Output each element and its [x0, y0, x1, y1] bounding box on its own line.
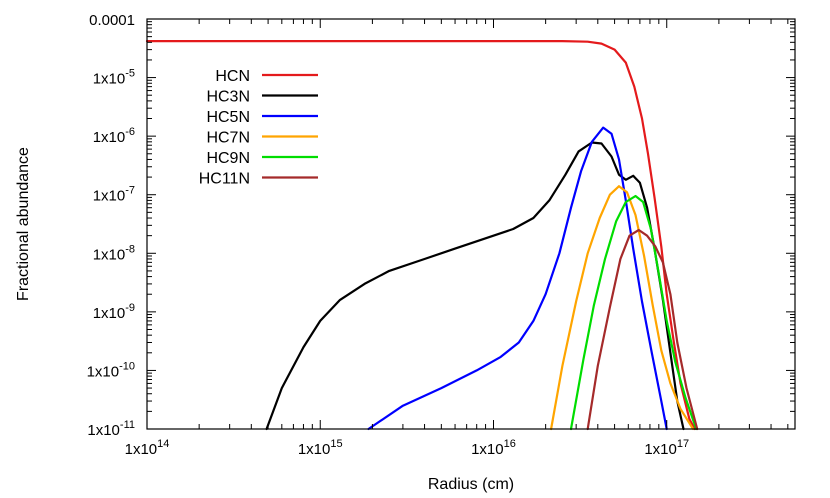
legend-label-hc3n: HC3N — [206, 89, 250, 106]
x-axis-title: Radius (cm) — [428, 476, 514, 493]
y-tick-label--5: 1x10-5 — [93, 68, 135, 88]
legend-label-hc5n: HC5N — [206, 109, 250, 126]
series-line-hc5n — [367, 126, 668, 431]
y-tick-label-top: 0.0001 — [89, 12, 135, 29]
y-tick-label--10: 1x10-10 — [87, 360, 135, 380]
legend: HCN HC3N HC5N HC7N HC9N HC11N — [199, 68, 318, 188]
x-tick-label-17: 1x1017 — [644, 438, 689, 458]
y-tick-label--7: 1x10-7 — [93, 185, 135, 205]
y-tick-label--9: 1x10-9 — [93, 302, 135, 322]
legend-label-hc7n: HC7N — [206, 130, 250, 147]
series-layer — [145, 40, 699, 431]
y-axis-title: Fractional abundance — [15, 147, 32, 301]
legend-label-hcn: HCN — [215, 68, 250, 85]
series-line-hc7n — [550, 185, 695, 431]
y-tick-label--11: 1x10-11 — [87, 419, 135, 439]
legend-label-hc9n: HC9N — [206, 150, 250, 167]
y-tick-label--6: 1x10-6 — [93, 126, 135, 146]
plot-frame — [146, 18, 796, 430]
y-tick-label--8: 1x10-8 — [93, 243, 135, 263]
x-tick-label-16: 1x1016 — [471, 438, 516, 458]
series-line-hc11n — [586, 228, 699, 431]
legend-label-hc11n: HC11N — [199, 171, 250, 188]
tick-layer: 1x1014 1x1015 1x1016 1x1017 0.0001 1x10-5 1x10… — [87, 12, 795, 458]
series-line-hc9n — [569, 194, 698, 431]
series-line-hcn — [145, 40, 696, 431]
x-tick-label-14: 1x1014 — [125, 438, 170, 458]
x-tick-label-15: 1x1015 — [298, 438, 343, 458]
